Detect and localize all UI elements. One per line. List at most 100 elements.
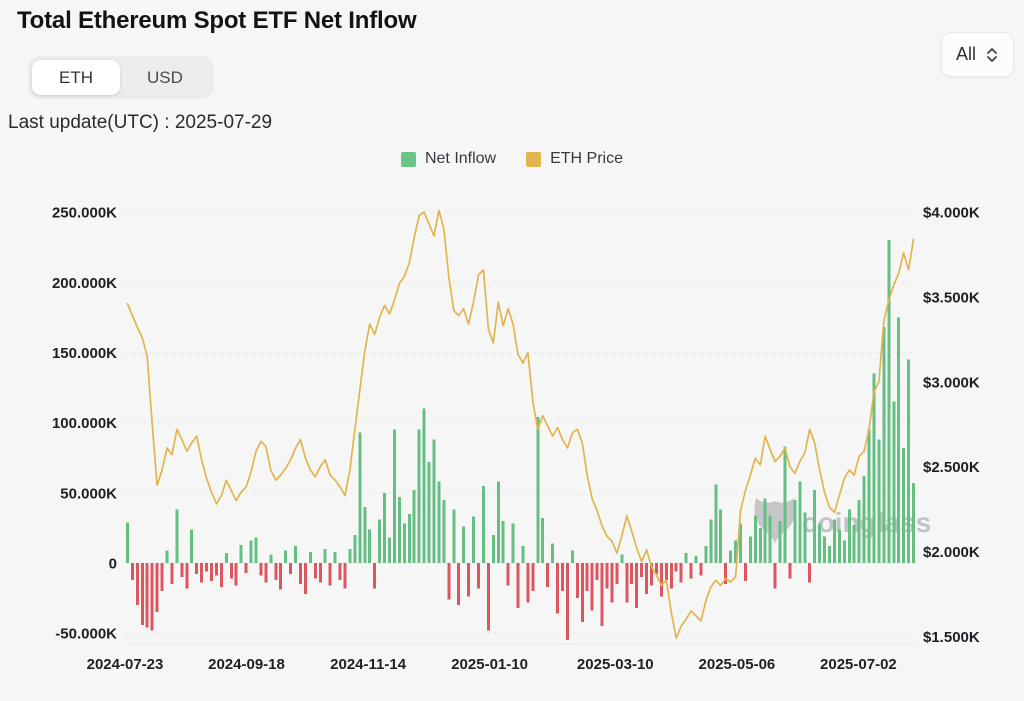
inflow-bar[interactable] xyxy=(353,534,357,563)
inflow-bar[interactable] xyxy=(368,529,372,563)
inflow-bar[interactable] xyxy=(748,536,752,563)
inflow-bar[interactable] xyxy=(264,563,268,583)
inflow-bar[interactable] xyxy=(763,498,767,563)
inflow-bar[interactable] xyxy=(857,499,861,563)
inflow-bar[interactable] xyxy=(773,563,777,589)
inflow-bar[interactable] xyxy=(768,515,772,563)
inflow-bar[interactable] xyxy=(422,408,426,563)
inflow-bar[interactable] xyxy=(788,563,792,579)
inflow-bar[interactable] xyxy=(650,563,653,586)
inflow-bar[interactable] xyxy=(348,549,352,563)
inflow-bar[interactable] xyxy=(585,563,589,592)
inflow-bar[interactable] xyxy=(630,563,634,585)
inflow-bar[interactable] xyxy=(155,563,159,613)
inflow-bar[interactable] xyxy=(452,509,456,563)
inflow-bar[interactable] xyxy=(397,497,401,563)
inflow-bar[interactable] xyxy=(882,327,886,563)
inflow-bar[interactable] xyxy=(363,506,367,563)
inflow-bar[interactable] xyxy=(239,544,243,563)
inflow-bar[interactable] xyxy=(506,563,510,586)
inflow-bar[interactable] xyxy=(887,240,891,563)
inflow-bar[interactable] xyxy=(392,429,396,563)
inflow-bar[interactable] xyxy=(813,490,817,563)
inflow-bar[interactable] xyxy=(318,563,322,583)
inflow-bar[interactable] xyxy=(308,551,312,563)
unit-toggle-usd[interactable]: USD xyxy=(120,60,210,95)
inflow-bar[interactable] xyxy=(541,518,545,563)
inflow-bar[interactable] xyxy=(477,563,480,589)
inflow-bar[interactable] xyxy=(595,563,599,580)
inflow-bar[interactable] xyxy=(254,537,258,563)
inflow-bar[interactable] xyxy=(798,481,802,563)
inflow-bar[interactable] xyxy=(912,483,915,563)
unit-toggle[interactable]: ETH USD xyxy=(28,56,214,99)
inflow-bar[interactable] xyxy=(659,563,663,597)
inflow-bar[interactable] xyxy=(373,563,377,589)
inflow-bar[interactable] xyxy=(215,563,218,576)
inflow-bar[interactable] xyxy=(185,563,189,589)
inflow-bar[interactable] xyxy=(724,563,728,585)
inflow-bar[interactable] xyxy=(200,563,204,583)
inflow-bar[interactable] xyxy=(244,563,248,573)
inflow-bar[interactable] xyxy=(753,515,757,563)
inflow-bar[interactable] xyxy=(645,563,649,594)
inflow-bar[interactable] xyxy=(531,563,535,592)
inflow-bar[interactable] xyxy=(472,516,475,563)
inflow-bar[interactable] xyxy=(694,556,698,563)
inflow-bar[interactable] xyxy=(234,563,238,586)
inflow-bar[interactable] xyxy=(867,429,871,563)
inflow-bar[interactable] xyxy=(462,526,466,564)
inflow-bar[interactable] xyxy=(575,563,579,599)
inflow-bar[interactable] xyxy=(467,563,471,597)
inflow-bar[interactable] xyxy=(457,563,461,606)
inflow-bar[interactable] xyxy=(516,563,520,608)
inflow-bar[interactable] xyxy=(511,523,515,563)
inflow-bar[interactable] xyxy=(313,563,317,579)
inflow-bar[interactable] xyxy=(842,540,846,564)
inflow-bar[interactable] xyxy=(284,550,288,563)
inflow-bar[interactable] xyxy=(175,509,179,563)
inflow-bar[interactable] xyxy=(823,536,826,563)
inflow-bar[interactable] xyxy=(303,563,307,594)
inflow-bar[interactable] xyxy=(669,563,673,589)
inflow-bar[interactable] xyxy=(793,499,797,563)
inflow-bar[interactable] xyxy=(828,546,831,563)
legend-item-net-inflow[interactable]: Net Inflow xyxy=(400,150,496,168)
inflow-bar[interactable] xyxy=(907,359,911,564)
inflow-bar[interactable] xyxy=(546,563,550,587)
inflow-bar[interactable] xyxy=(427,461,431,563)
inflow-bar[interactable] xyxy=(709,519,713,564)
inflow-bar[interactable] xyxy=(195,563,199,575)
inflow-bar[interactable] xyxy=(847,509,851,563)
inflow-bar[interactable] xyxy=(358,432,362,564)
inflow-bar[interactable] xyxy=(249,540,253,564)
inflow-bar[interactable] xyxy=(837,529,841,563)
inflow-bar[interactable] xyxy=(566,563,569,641)
inflow-bar[interactable] xyxy=(739,523,742,563)
inflow-bar[interactable] xyxy=(442,499,446,563)
inflow-bar[interactable] xyxy=(402,523,406,563)
inflow-bar[interactable] xyxy=(140,563,144,625)
inflow-bar[interactable] xyxy=(219,563,223,587)
inflow-bar[interactable] xyxy=(556,563,560,614)
inflow-bar[interactable] xyxy=(625,563,629,603)
inflow-bar[interactable] xyxy=(126,522,129,563)
inflow-bar[interactable] xyxy=(501,520,505,563)
inflow-bar[interactable] xyxy=(580,563,584,622)
inflow-bar[interactable] xyxy=(323,549,327,563)
inflow-bar[interactable] xyxy=(570,550,574,563)
inflow-bar[interactable] xyxy=(388,537,391,563)
inflow-bar[interactable] xyxy=(803,512,807,564)
inflow-bar[interactable] xyxy=(818,523,822,563)
inflow-bar[interactable] xyxy=(160,563,164,592)
inflow-bar[interactable] xyxy=(259,563,263,576)
inflow-bar[interactable] xyxy=(417,429,421,563)
inflow-bar[interactable] xyxy=(897,317,901,563)
inflow-bar[interactable] xyxy=(210,563,213,582)
inflow-bar[interactable] xyxy=(165,550,169,563)
inflow-bar[interactable] xyxy=(689,563,693,579)
inflow-bar[interactable] xyxy=(605,563,609,589)
inflow-bar[interactable] xyxy=(664,563,668,580)
legend-item-eth-price[interactable]: ETH Price xyxy=(526,150,623,168)
unit-toggle-eth[interactable]: ETH xyxy=(32,60,120,95)
